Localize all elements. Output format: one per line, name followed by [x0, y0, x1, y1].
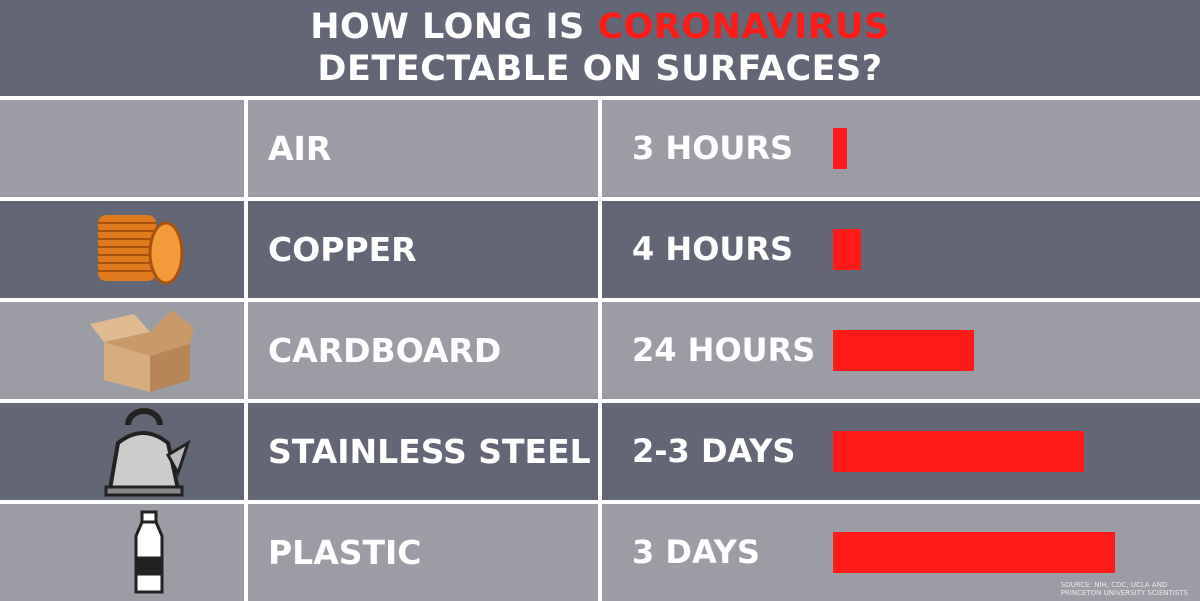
value-cell: 3 HOURS [602, 100, 1200, 197]
bar [833, 532, 1115, 573]
category-label: CARDBOARD [268, 331, 502, 370]
category-cell: AIR [248, 100, 598, 197]
value-label: 4 HOURS [632, 230, 794, 268]
row-air: AIR 3 HOURS [0, 100, 1200, 197]
row-copper: COPPER 4 HOURS [0, 201, 1200, 298]
value-label: 3 DAYS [632, 533, 760, 571]
row-plastic: PLASTIC 3 DAYS [0, 504, 1200, 601]
value-cell: 2-3 DAYS [602, 403, 1200, 500]
icon-cell [0, 504, 244, 601]
row-cardboard: CARDBOARD 24 HOURS [0, 302, 1200, 399]
title-highlight: CORONAVIRUS [597, 7, 890, 47]
category-label: AIR [268, 129, 332, 168]
title-line2: DETECTABLE ON SURFACES? [317, 49, 883, 89]
value-cell: 24 HOURS [602, 302, 1200, 399]
category-cell: STAINLESS STEEL [248, 403, 598, 500]
category-label: COPPER [268, 230, 417, 269]
icon-cell [0, 201, 244, 298]
category-cell: CARDBOARD [248, 302, 598, 399]
category-label: PLASTIC [268, 533, 422, 572]
category-label: STAINLESS STEEL [268, 432, 591, 471]
row-stainless-steel: STAINLESS STEEL 2-3 DAYS [0, 403, 1200, 500]
cardboard-box-icon [90, 310, 194, 392]
bar [833, 128, 847, 169]
copper-coins-icon [98, 215, 184, 285]
value-label: 3 HOURS [632, 129, 794, 167]
plastic-bottle-icon [134, 510, 164, 594]
category-cell: PLASTIC [248, 504, 598, 601]
icon-cell [0, 403, 244, 500]
kettle-icon [104, 408, 191, 497]
icon-cell [0, 100, 244, 197]
source-line2: PRINCETON UNIVERSITY SCIENTISTS [1060, 589, 1188, 597]
category-cell: COPPER [248, 201, 598, 298]
title: HOW LONG IS CORONAVIRUS DETECTABLE ON SU… [0, 0, 1200, 96]
value-label: 2-3 DAYS [632, 432, 796, 470]
source-note: SOURCE: NIH, CDC, UCLA AND PRINCETON UNI… [1061, 581, 1188, 597]
value-label: 24 HOURS [632, 331, 816, 369]
icon-cell [0, 302, 244, 399]
bar [833, 330, 974, 371]
bar [833, 229, 861, 270]
title-prefix: HOW LONG IS [310, 7, 598, 47]
bar [833, 431, 1084, 472]
wind-icon [0, 100, 244, 197]
value-cell: 3 DAYS [602, 504, 1200, 601]
source-line1: SOURCE: NIH, CDC, UCLA AND [1060, 581, 1168, 589]
value-cell: 4 HOURS [602, 201, 1200, 298]
